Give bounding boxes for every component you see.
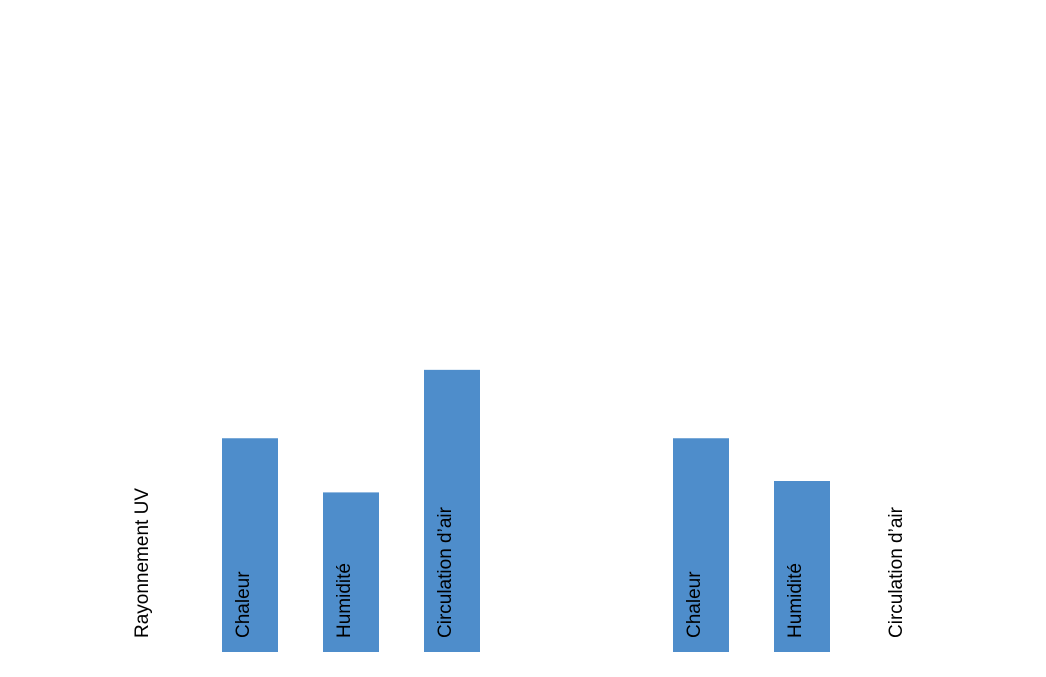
tick-label-rayonnement-uv-g1: Rayonnement UV xyxy=(132,488,153,638)
bar-humidite-g1 xyxy=(323,492,379,652)
labels-layer: Rayonnement UV Chaleur Humidité Circulation… xyxy=(132,488,907,638)
tick-label-chaleur-g1: Chaleur xyxy=(233,571,254,638)
tick-label-chaleur-g2: Chaleur xyxy=(684,571,705,638)
bars-layer xyxy=(222,369,830,652)
bar-chaleur-g2 xyxy=(673,438,729,652)
bar-humidite-g2 xyxy=(774,481,830,652)
tick-label-humidite-g2: Humidité xyxy=(785,563,806,638)
tick-label-circulation-d-air-g2: Circulation d’air xyxy=(886,506,907,638)
tick-label-humidite-g1: Humidité xyxy=(334,563,355,638)
bar-chaleur-g1 xyxy=(222,438,278,652)
bar-circulation-d-air-g1 xyxy=(424,369,480,652)
tick-label-circulation-d-air-g1: Circulation d’air xyxy=(435,506,456,638)
